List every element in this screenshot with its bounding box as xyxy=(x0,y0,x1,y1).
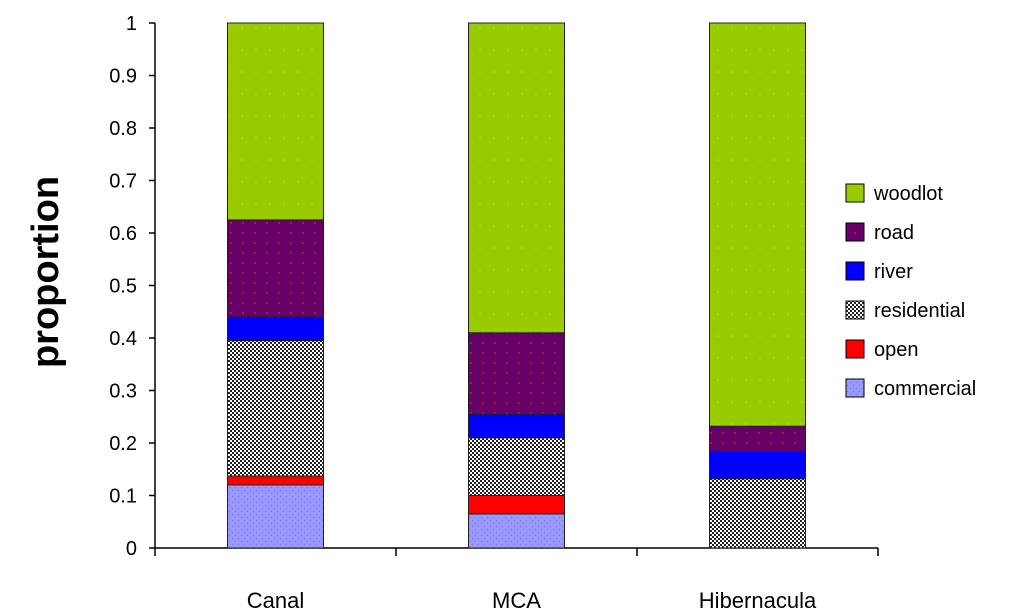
x-tick-label: MCA xyxy=(492,588,541,610)
legend-swatch-commercial xyxy=(845,378,865,398)
bar-segment-commercial xyxy=(468,513,565,549)
y-tick-label: 0.7 xyxy=(109,171,137,193)
bar-segment-road xyxy=(468,332,565,415)
legend-label-road: road xyxy=(874,222,914,244)
bar-segment-woodlot xyxy=(468,22,565,334)
bar-segment-residential xyxy=(227,340,324,477)
y-axis-label: proportion xyxy=(25,176,67,368)
bar-segment-open xyxy=(227,475,324,486)
legend-label-open: open xyxy=(874,339,919,361)
x-tick-label: Canal xyxy=(247,588,304,610)
legend-label-residential: residential xyxy=(874,300,965,322)
y-tick-label: 0.5 xyxy=(109,276,137,298)
legend-swatch-road xyxy=(845,222,865,242)
y-tick-label: 0.6 xyxy=(109,223,137,245)
legend: woodlot road river residential open commercia… xyxy=(845,183,976,400)
y-axis: 0 0.1 0.2 0.3 0.4 0.5 0.6 0.7 0.8 0.9 1 xyxy=(109,13,156,560)
bar-segment-woodlot xyxy=(709,22,806,427)
bar-segment-river xyxy=(227,316,324,342)
y-tick-label: 0.3 xyxy=(109,381,137,403)
legend-swatch-residential xyxy=(845,300,865,320)
y-tick-label: 0.2 xyxy=(109,433,137,455)
bar-segment-river xyxy=(709,450,806,480)
y-tick-label: 1 xyxy=(126,13,137,35)
bar-segment-road xyxy=(709,425,806,452)
bar-segment-open xyxy=(468,495,565,515)
y-tick-label: 0.8 xyxy=(109,118,137,140)
bar-segment-road xyxy=(227,219,324,318)
y-tick-label: 0.9 xyxy=(109,66,137,88)
y-tick-label: 0.1 xyxy=(109,486,137,508)
x-tick-label: Hibernacula xyxy=(699,588,817,610)
legend-label-commercial: commercial xyxy=(874,378,976,400)
bar-segment-commercial xyxy=(227,484,324,549)
bar-segment-river xyxy=(468,413,565,439)
bar-segment-woodlot xyxy=(227,22,324,221)
bars xyxy=(227,22,806,549)
x-axis: Canal MCA Hibernacula xyxy=(154,547,879,610)
bar-segment-residential xyxy=(709,478,806,549)
legend-label-woodlot: woodlot xyxy=(873,183,943,205)
legend-swatch-river xyxy=(845,261,865,281)
legend-swatch-open xyxy=(845,339,865,359)
legend-swatch-woodlot xyxy=(845,183,865,203)
y-tick-label: 0.4 xyxy=(109,328,137,350)
y-tick-label: 0 xyxy=(126,538,137,560)
legend-label-river: river xyxy=(874,261,913,283)
bar-segment-residential xyxy=(468,437,565,496)
